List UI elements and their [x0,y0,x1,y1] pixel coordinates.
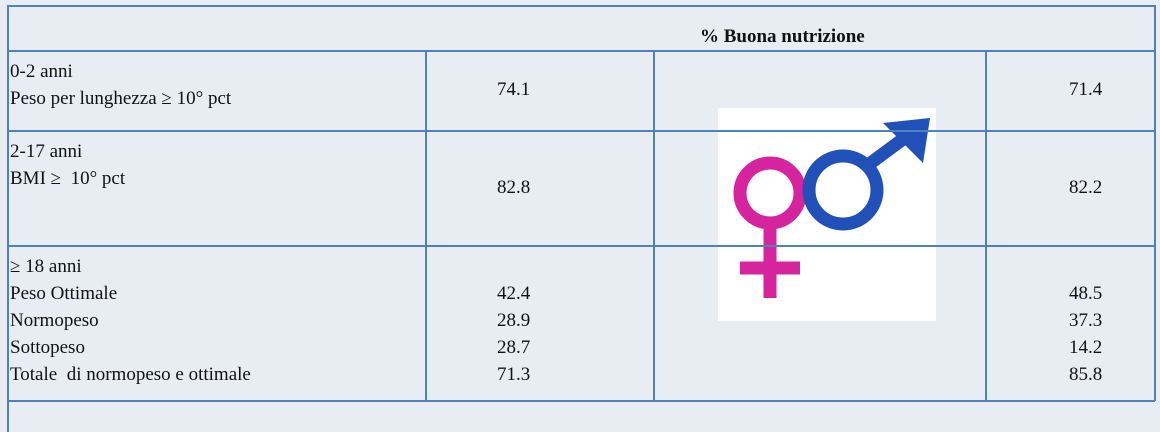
gender-icon [718,108,936,321]
table-border [425,50,427,401]
row-label: Totale di normopeso e ottimale [10,364,251,385]
row-label: BMI ≥ 10° pct [10,168,126,189]
table-border [1154,5,1156,401]
male-value: 48.5 [1069,283,1103,304]
row-label: Sottopeso [10,337,85,358]
table-border [985,50,987,401]
male-value: 71.4 [1069,79,1103,100]
row-label: Peso Ottimale [10,283,118,304]
female-value: 74.1 [497,79,531,100]
female-value: 28.7 [497,337,531,358]
table-title: % Buona nutrizione [700,26,865,47]
table-border [7,50,1155,52]
male-value: 14.2 [1069,337,1103,358]
table-border [653,50,655,401]
male-value: 37.3 [1069,310,1103,331]
table-border [7,245,1155,247]
row-label: Normopeso [10,310,99,331]
row-label: 0-2 anni [10,61,73,82]
female-value: 82.8 [497,176,531,198]
row-label: Peso per lunghezza ≥ 10° pct [10,88,232,109]
table-border [7,400,1155,402]
female-value: 71.3 [497,364,531,385]
female-value: 42.4 [497,283,531,304]
male-value: 82.2 [1069,176,1103,198]
table-border [7,5,9,432]
row-label: ≥ 18 anni [10,256,82,277]
female-value: 28.9 [497,310,531,331]
table-border [7,130,1155,132]
row-label: 2-17 anni [10,141,83,162]
male-value: 85.8 [1069,364,1103,385]
table-border [7,5,1155,7]
